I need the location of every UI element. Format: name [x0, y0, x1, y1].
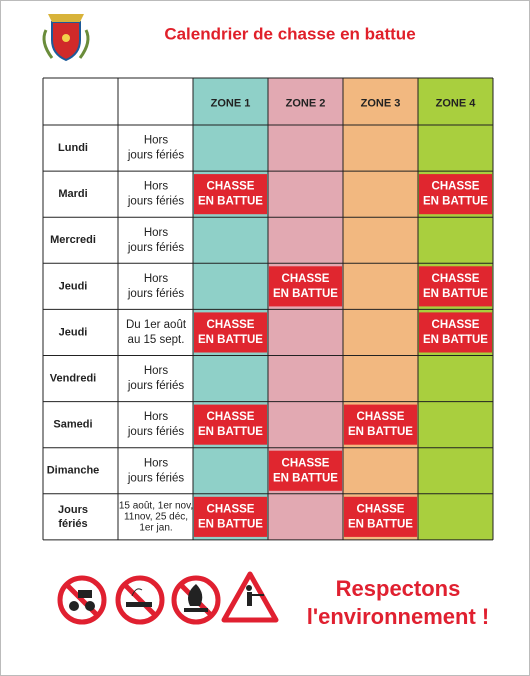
cell-text: CHASSE	[432, 273, 480, 285]
cell-text: 1er jan.	[139, 522, 172, 533]
cell-text: 11nov, 25 déc,	[124, 511, 188, 522]
cell-text: Lundi	[58, 142, 88, 154]
cell-text: CHASSE	[357, 503, 405, 515]
cell-text: Du 1er août	[126, 319, 187, 331]
cell-text: CHASSE	[282, 457, 330, 469]
zone-header: ZONE 3	[361, 97, 401, 109]
cell-text: CHASSE	[207, 319, 255, 331]
cell-text: EN BATTUE	[423, 288, 488, 300]
cell-text: CHASSE	[282, 273, 330, 285]
cell-text: Hors	[144, 181, 169, 193]
footer-line: l'environnement !	[307, 604, 489, 629]
cell-text: jours fériés	[127, 426, 184, 438]
cell-text: au 15 sept.	[128, 334, 185, 346]
crest	[42, 14, 90, 62]
cell-text: EN BATTUE	[348, 518, 413, 530]
cell-text: Hors	[144, 273, 169, 285]
hunt-cell	[419, 174, 492, 215]
cell-text: Samedi	[53, 419, 92, 431]
footer-line: Respectons	[336, 576, 461, 601]
icons	[57, 571, 279, 625]
hunt-cell	[419, 266, 492, 307]
cell-text: jours fériés	[127, 150, 184, 162]
cell-text: EN BATTUE	[348, 426, 413, 438]
cell-text: jours fériés	[127, 242, 184, 254]
cell-text: Hors	[144, 411, 169, 423]
cell-text: EN BATTUE	[198, 334, 263, 346]
hunt-cell	[269, 450, 342, 491]
cell-text: 15 août, 1er nov,	[119, 500, 193, 511]
cell-text: CHASSE	[207, 181, 255, 193]
zone-header: ZONE 2	[286, 97, 326, 109]
cell-text: Hors	[144, 227, 169, 239]
cell-text: Mercredi	[50, 234, 96, 246]
cell-text: EN BATTUE	[273, 472, 338, 484]
cell-text: Dimanche	[47, 465, 100, 477]
cell-text: EN BATTUE	[423, 196, 488, 208]
cell-text: Hors	[144, 135, 169, 147]
cell-text: jours fériés	[127, 196, 184, 208]
cell-text: EN BATTUE	[273, 288, 338, 300]
cell-text: CHASSE	[207, 503, 255, 515]
hunt-cell	[194, 496, 267, 537]
cell-text: CHASSE	[207, 411, 255, 423]
hunt-cell	[419, 312, 492, 353]
cell-text: CHASSE	[432, 181, 480, 193]
cell-text: Mardi	[58, 188, 87, 200]
cell-text: Jeudi	[59, 326, 88, 338]
cell-text: EN BATTUE	[423, 334, 488, 346]
table: ZONE 1 ZONE 2 ZONE 3 ZONE 4 Lundi Hors jours f…	[42, 77, 494, 541]
cell-text: Vendredi	[50, 372, 96, 384]
cell-text: fériés	[58, 518, 87, 530]
cell-text: jours fériés	[127, 288, 184, 300]
hunt-cell	[344, 404, 417, 445]
cell-text: Jeudi	[59, 280, 88, 292]
cell-text: EN BATTUE	[198, 426, 263, 438]
title: Calendrier de chasse en battue	[164, 24, 415, 43]
hunt-cell	[194, 174, 267, 215]
zone-header: ZONE 4	[436, 97, 477, 109]
cell-text: jours fériés	[127, 472, 184, 484]
cell-text: Hors	[144, 457, 169, 469]
hunt-cell	[194, 404, 267, 445]
cell-text: Hors	[144, 365, 169, 377]
cell-text: CHASSE	[432, 319, 480, 331]
cell-text: jours fériés	[127, 380, 184, 392]
hunt-cell	[269, 266, 342, 307]
cell-text: EN BATTUE	[198, 518, 263, 530]
cell-text: Jours	[58, 504, 88, 516]
zone-header: ZONE 1	[211, 97, 251, 109]
hunt-cell	[344, 496, 417, 537]
cell-text: CHASSE	[357, 411, 405, 423]
hunt-cell	[194, 312, 267, 353]
cell-text: EN BATTUE	[198, 196, 263, 208]
